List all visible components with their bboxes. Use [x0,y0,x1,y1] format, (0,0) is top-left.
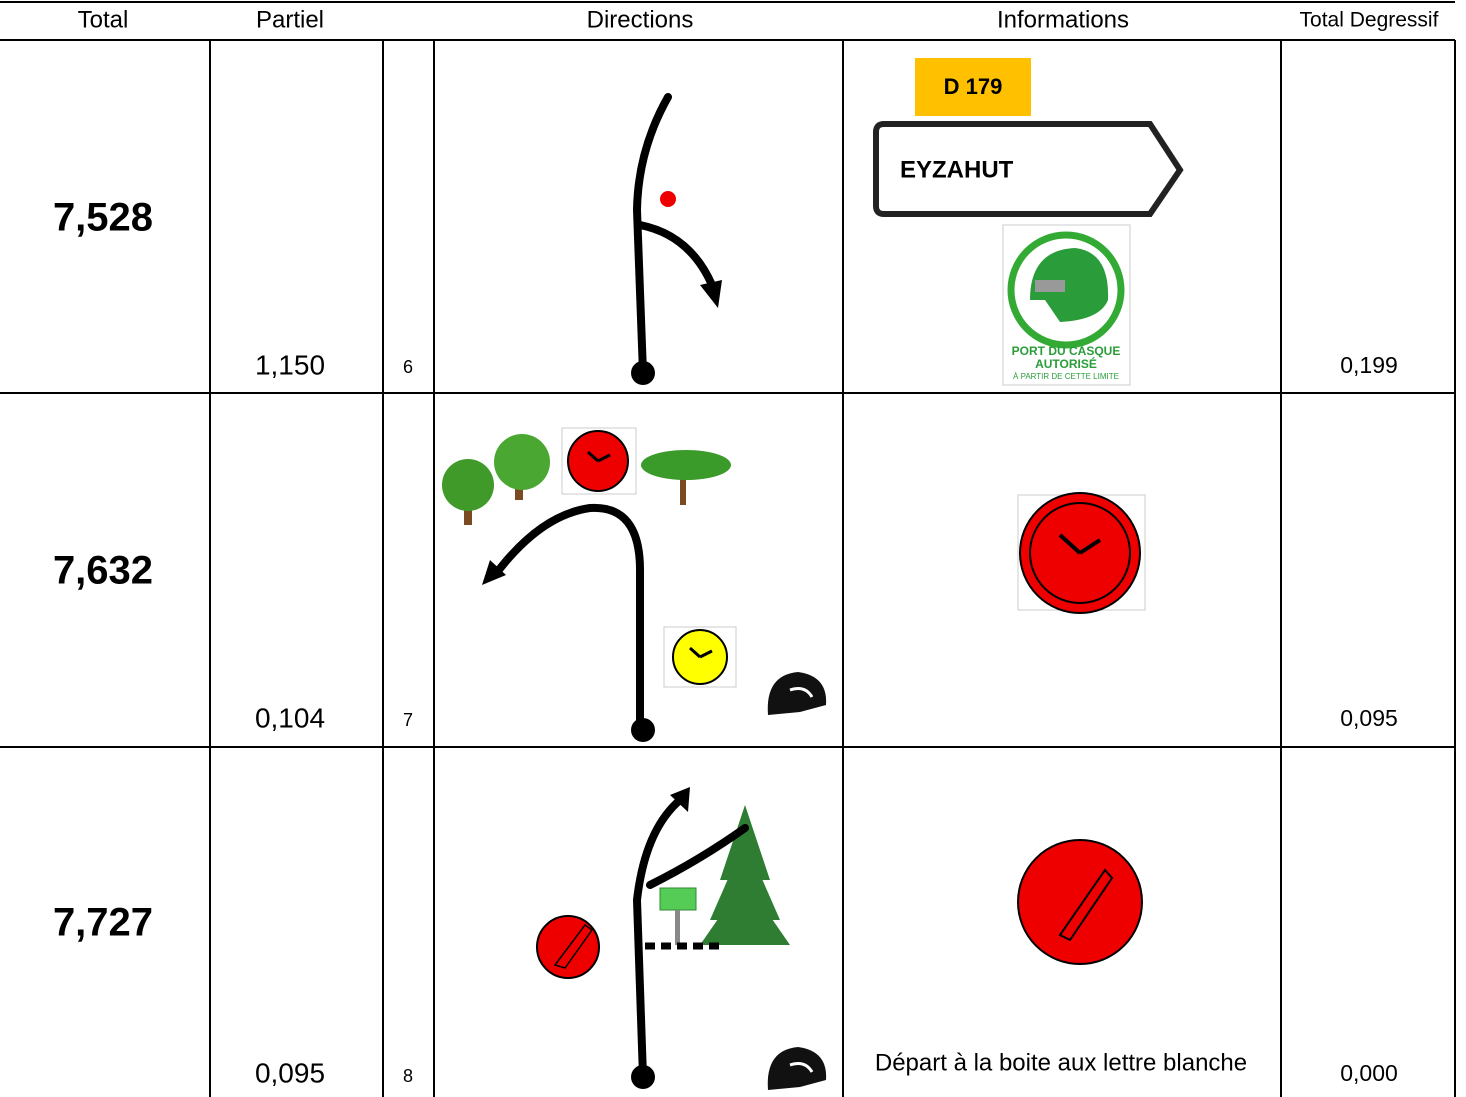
info-start-part [1017,839,1143,965]
sign-text: AUTORISÉ [1035,356,1097,371]
info-signs: D 179 EYZAHUT PORT DU CASQUE AUTORISÉ À … [873,58,1184,386]
info-clock [1017,492,1146,614]
direction-diagram-part [641,450,731,480]
info-clock-part [1058,533,1102,555]
case-number: 8 [403,1066,413,1086]
direction-diagram-part [688,646,713,659]
direction-diagram-part [670,787,690,812]
direction-diagram-part [632,796,684,1081]
degressif: 0,095 [1340,705,1398,731]
sign-text: PORT DU CASQUE [1012,344,1121,358]
info-clock-part [1029,502,1131,604]
direction-diagram-part [789,687,814,698]
direction-diagram-part [789,1062,814,1073]
direction-diagram-part [680,470,686,505]
info-start-part [1058,868,1114,942]
header-cell: Directions [587,6,694,33]
direction-diagram-part [494,434,550,490]
direction-diagram [631,93,722,385]
direction-sign-text: EYZAHUT [900,156,1014,183]
case-number: 7 [403,710,413,730]
info-signs-part [1035,280,1065,292]
direction-diagram-part [659,887,697,911]
info-signs-part [873,121,1184,217]
header-cell: Informations [997,6,1129,33]
direction-diagram-part [636,221,716,289]
direction-diagram-part [631,361,655,385]
header: Total Partiel Directions Informations To… [78,6,1439,33]
total: 7,528 [53,196,153,240]
total: 7,632 [53,549,153,593]
direction-diagram [442,427,827,742]
header-cell: Total [78,6,129,33]
degressif: 0,000 [1340,1060,1398,1086]
direction-diagram-part [700,280,722,308]
direction-diagram-part [491,503,644,729]
direction-diagram-part [660,191,676,207]
header-cell: Total Degressif [1300,9,1439,32]
partiel: 1,150 [255,349,325,380]
direction-diagram-part [646,824,749,889]
total: 7,727 [53,901,153,945]
info-start: Départ à la boite aux lettre blanche [875,839,1247,1076]
direction-diagram-part [442,459,494,511]
direction-diagram-part [700,880,790,945]
direction-diagram-part [767,672,827,715]
direction-diagram-part [675,910,680,945]
road-number: D 179 [944,74,1003,99]
direction-diagram-part [586,450,611,463]
direction-diagram-part [553,923,594,969]
header-cell: Partiel [256,6,324,33]
info-signs-part [1030,248,1109,322]
info-signs-part [915,58,1031,116]
sign-text: À PARTIR DE CETTE LIMITE [1013,372,1119,381]
direction-diagram [536,787,827,1090]
direction-diagram-part [631,718,655,742]
degressif: 0,199 [1340,352,1398,378]
direction-diagram-part [632,93,672,377]
partiel: 0,104 [255,702,325,733]
case-number: 6 [403,357,413,377]
direction-diagram-part [631,1065,655,1089]
info-text: Départ à la boite aux lettre blanche [875,1049,1247,1076]
direction-diagram-part [482,560,506,585]
direction-diagram-part [767,1047,827,1090]
partiel: 0,095 [255,1057,325,1088]
